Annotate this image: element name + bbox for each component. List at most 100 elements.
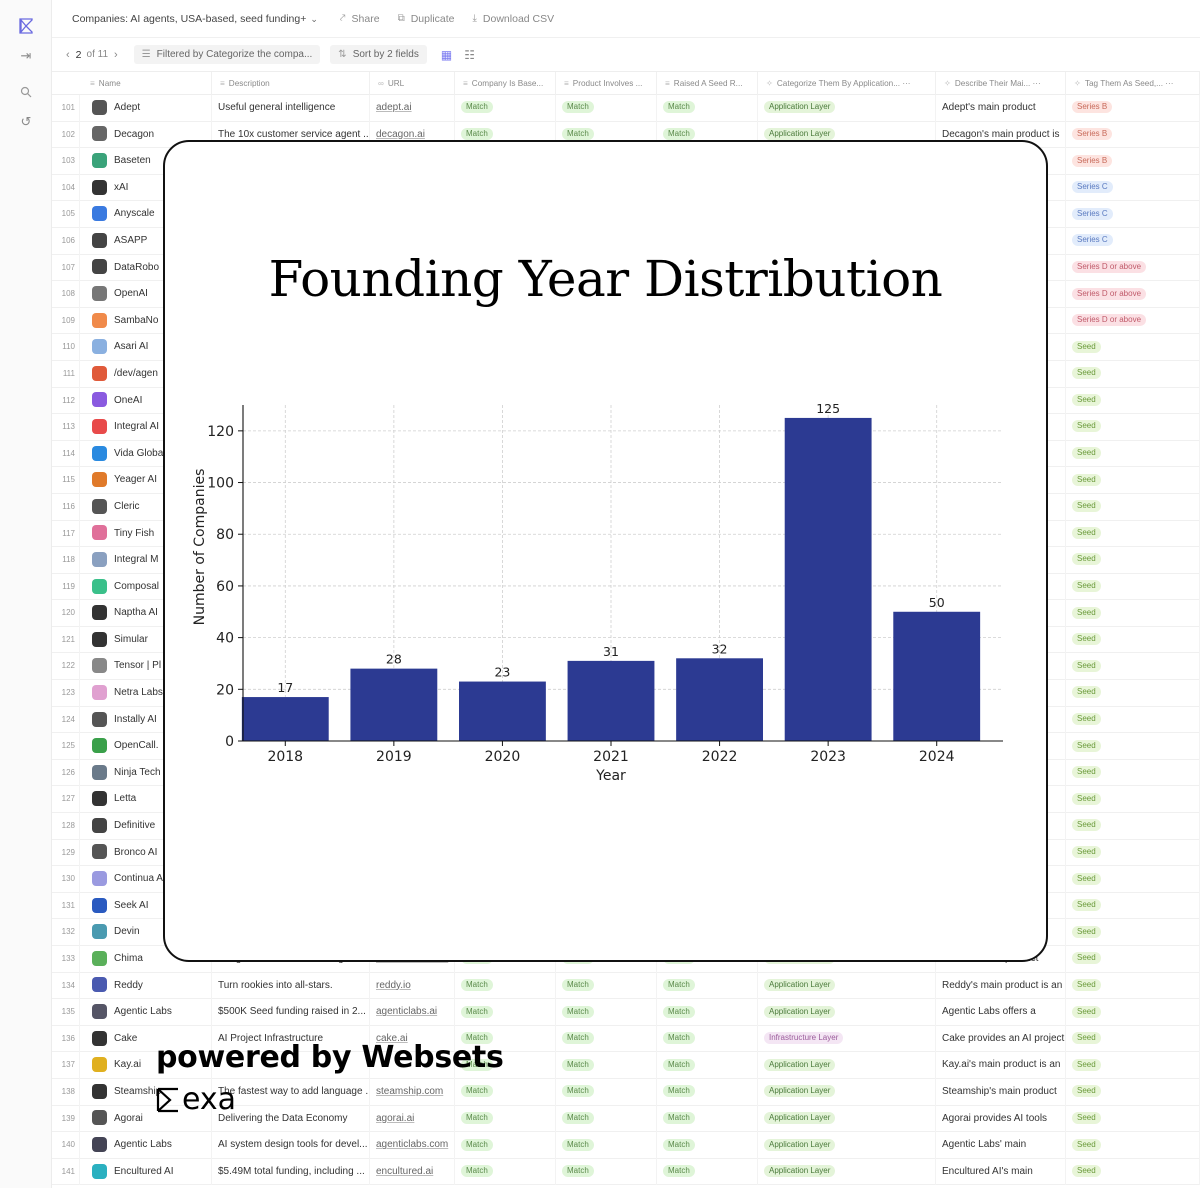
criteria-2-cell[interactable]: Match (556, 1078, 657, 1106)
category-cell[interactable]: Application Layer (758, 1052, 936, 1079)
funding-tag-cell[interactable]: Series B (1066, 148, 1200, 175)
next-page-icon[interactable]: › (114, 48, 118, 61)
criteria-3-cell[interactable]: Match (657, 95, 758, 122)
criteria-2-cell[interactable]: Match (556, 1025, 657, 1053)
describe-cell[interactable] (936, 547, 1066, 574)
criteria-2-cell[interactable]: Match (556, 121, 657, 149)
url-link[interactable] (370, 1052, 455, 1079)
table-view-icon[interactable]: ▦ (440, 47, 453, 62)
funding-tag-cell[interactable]: Seed (1066, 360, 1200, 388)
duplicate-button[interactable]: ⧉ Duplicate (397, 12, 455, 25)
webset-title[interactable]: Companies: AI agents, USA-based, seed fu… (72, 12, 318, 25)
category-cell[interactable]: Application Layer (758, 999, 936, 1026)
company-name-cell[interactable]: Adept (80, 95, 212, 122)
funding-tag-cell[interactable]: Seed (1066, 946, 1200, 973)
criteria-2-cell[interactable]: Match (556, 972, 657, 1000)
funding-tag-cell[interactable]: Seed (1066, 653, 1200, 681)
describe-cell[interactable]: Agorai provides AI tools (936, 1105, 1066, 1133)
funding-tag-cell[interactable]: Seed (1066, 467, 1200, 494)
company-name-cell[interactable]: Agentic Labs (80, 1132, 212, 1159)
describe-cell[interactable] (936, 360, 1066, 388)
criteria-3-cell[interactable]: Match (657, 999, 758, 1026)
url-link[interactable]: agorai.ai (370, 1105, 455, 1133)
funding-tag-cell[interactable]: Series D or above (1066, 307, 1200, 335)
describe-cell[interactable] (936, 201, 1066, 228)
expand-icon[interactable]: ⇥ (20, 48, 32, 63)
describe-cell[interactable]: Decagon's main product is (936, 121, 1066, 149)
company-name-cell[interactable]: Decagon (80, 121, 212, 149)
column-header-tag[interactable]: ✧ Tag Them As Seed,... ··· (1066, 72, 1200, 96)
download-csv-button[interactable]: ⤓ Download CSV (472, 12, 555, 25)
funding-tag-cell[interactable]: Seed (1066, 440, 1200, 468)
category-cell[interactable]: Application Layer (758, 95, 936, 122)
description-cell[interactable]: Turn rookies into all-stars. (212, 972, 370, 1000)
criteria-1-cell[interactable]: Match (455, 1105, 556, 1133)
description-cell[interactable]: $500K Seed funding raised in 2... (212, 999, 370, 1026)
criteria-3-cell[interactable]: Match (657, 1078, 758, 1106)
filter-chip[interactable]: ☰ Filtered by Categorize the compa... (133, 45, 321, 64)
search-icon[interactable] (18, 86, 34, 102)
company-name-cell[interactable]: Reddy (80, 972, 212, 1000)
chevron-down-icon[interactable]: ⌄ (310, 13, 318, 24)
category-cell[interactable]: Application Layer (758, 1105, 936, 1133)
criteria-1-cell[interactable]: Match (455, 972, 556, 1000)
url-link[interactable]: steamship.com (370, 1078, 455, 1106)
funding-tag-cell[interactable]: Seed (1066, 387, 1200, 415)
table-row[interactable]: 141 Encultured AI $5.49M total funding, in… (52, 1158, 1200, 1186)
funding-tag-cell[interactable]: Seed (1066, 733, 1200, 760)
funding-tag-cell[interactable]: Seed (1066, 706, 1200, 734)
description-cell[interactable]: The fastest way to add language ... (212, 1078, 370, 1106)
category-cell[interactable]: Application Layer (758, 1132, 936, 1159)
table-row[interactable]: 138 Steamship The fastest way to add langu… (52, 1078, 1200, 1106)
criteria-2-cell[interactable]: Match (556, 1052, 657, 1079)
funding-tag-cell[interactable]: Seed (1066, 493, 1200, 521)
funding-tag-cell[interactable]: Seed (1066, 1078, 1200, 1106)
url-link[interactable]: encultured.ai (370, 1158, 455, 1186)
table-row[interactable]: 140 Agentic Labs AI system design tools fo… (52, 1132, 1200, 1159)
funding-tag-cell[interactable]: Seed (1066, 813, 1200, 840)
column-header-criteria-3[interactable]: ≡ Raised A Seed R... (657, 72, 758, 96)
category-cell[interactable]: Application Layer (758, 1158, 936, 1186)
describe-cell[interactable]: Reddy's main product is an (936, 972, 1066, 1000)
describe-cell[interactable] (936, 919, 1066, 946)
criteria-2-cell[interactable]: Match (556, 1132, 657, 1159)
criteria-2-cell[interactable]: Match (556, 95, 657, 122)
describe-cell[interactable]: Kay.ai's main product is an (936, 1052, 1066, 1079)
company-name-cell[interactable]: Encultured AI (80, 1158, 212, 1186)
table-row[interactable]: 135 Agentic Labs $500K Seed funding raised… (52, 999, 1200, 1026)
criteria-3-cell[interactable]: Match (657, 121, 758, 149)
funding-tag-cell[interactable]: Seed (1066, 600, 1200, 627)
funding-tag-cell[interactable]: Series C (1066, 174, 1200, 202)
column-header-describe[interactable]: ✧ Describe Their Mai... ··· (936, 72, 1066, 96)
column-header-criteria-1[interactable]: ≡ Company Is Base... (455, 72, 556, 96)
criteria-3-cell[interactable]: Match (657, 972, 758, 1000)
criteria-2-cell[interactable]: Match (556, 999, 657, 1026)
funding-tag-cell[interactable]: Seed (1066, 999, 1200, 1026)
funding-tag-cell[interactable]: Seed (1066, 1158, 1200, 1186)
funding-tag-cell[interactable]: Seed (1066, 839, 1200, 867)
url-link[interactable]: reddy.io (370, 972, 455, 1000)
description-cell[interactable]: AI system design tools for devel... (212, 1132, 370, 1159)
url-link[interactable]: decagon.ai (370, 121, 455, 149)
url-link[interactable]: agenticlabs.com (370, 1132, 455, 1159)
criteria-2-cell[interactable]: Match (556, 1105, 657, 1133)
funding-tag-cell[interactable]: Series B (1066, 95, 1200, 122)
funding-tag-cell[interactable]: Seed (1066, 1025, 1200, 1053)
funding-tag-cell[interactable]: Seed (1066, 1105, 1200, 1133)
criteria-1-cell[interactable]: Match (455, 999, 556, 1026)
funding-tag-cell[interactable]: Series C (1066, 227, 1200, 255)
funding-tag-cell[interactable]: Seed (1066, 892, 1200, 920)
column-header-description[interactable]: ≡ Description (212, 72, 370, 96)
table-row[interactable]: 136 Cake AI Project Infrastructure cake.ai M… (52, 1025, 1200, 1053)
column-header-category[interactable]: ✧ Categorize Them By Application... ··· (758, 72, 936, 96)
exa-logo-icon[interactable] (18, 18, 34, 34)
page-number[interactable]: 2 (75, 48, 82, 61)
share-button[interactable]: ⤤ Share (339, 12, 380, 25)
criteria-1-cell[interactable]: Match (455, 1025, 556, 1053)
prev-page-icon[interactable]: ‹ (66, 48, 70, 61)
company-name-cell[interactable]: Cake (80, 1025, 212, 1053)
table-row[interactable]: 137 Kay.ai Match Match Match Application Laye… (52, 1052, 1200, 1079)
criteria-1-cell[interactable]: Match (455, 1052, 556, 1079)
description-cell[interactable]: AI Project Infrastructure (212, 1025, 370, 1053)
url-link[interactable]: adept.ai (370, 95, 455, 122)
